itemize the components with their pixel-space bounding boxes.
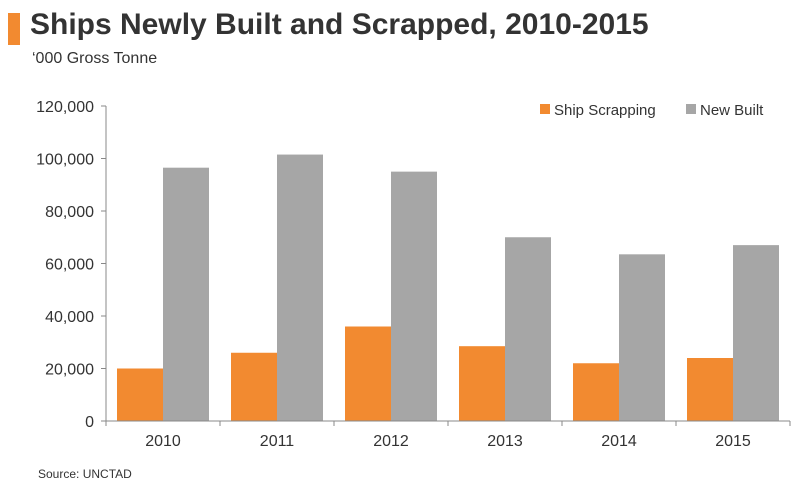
source-note: Source: UNCTAD — [38, 467, 132, 481]
y-axis: 0 20,000 40,000 60,000 80,000 100,000 120,000 — [36, 99, 107, 431]
bar-new-built-2011 — [277, 154, 323, 421]
bar-new-built-2013 — [505, 237, 551, 421]
bar-new-built-2012 — [391, 171, 437, 421]
y-tick-label: 60,000 — [45, 257, 94, 274]
bar-new-built-2014 — [619, 254, 665, 421]
bar-ship-scrapping-2010 — [117, 368, 163, 421]
bar-new-built-2010 — [163, 167, 209, 421]
x-tick-label: 2011 — [260, 433, 295, 450]
x-tick-label: 2014 — [601, 433, 637, 450]
chart-title: Ships Newly Built and Scrapped, 2010-201… — [30, 8, 649, 41]
chart-subtitle: ‘000 Gross Tonne — [32, 50, 158, 67]
legend-label-new-built: New Built — [700, 102, 764, 119]
bar-ship-scrapping-2014 — [573, 363, 619, 421]
legend-swatch-new-built — [686, 104, 696, 114]
bar-ship-scrapping-2011 — [231, 352, 277, 421]
x-tick-label: 2010 — [145, 433, 181, 450]
y-tick-label: 20,000 — [45, 362, 94, 379]
y-tick-label: 120,000 — [36, 99, 94, 116]
legend-label-ship-scrapping: Ship Scrapping — [554, 102, 656, 119]
x-tick-label: 2013 — [487, 433, 523, 450]
bars-group — [117, 154, 779, 421]
x-tick-label: 2012 — [373, 433, 409, 450]
y-tick-label: 40,000 — [45, 309, 94, 326]
bar-ship-scrapping-2012 — [345, 326, 391, 421]
bar-ship-scrapping-2015 — [687, 358, 733, 421]
y-tick-label: 0 — [85, 414, 94, 431]
x-tick-label: 2015 — [715, 433, 751, 450]
x-axis: 2010 2011 2012 2013 2014 2015 — [105, 420, 791, 450]
y-tick-label: 80,000 — [45, 204, 94, 221]
title-accent-bar — [8, 13, 20, 45]
bar-ship-scrapping-2013 — [459, 346, 505, 421]
legend-swatch-ship-scrapping — [540, 104, 550, 114]
legend: Ship Scrapping New Built — [540, 102, 764, 119]
bar-new-built-2015 — [733, 245, 779, 421]
y-tick-label: 100,000 — [36, 152, 94, 169]
